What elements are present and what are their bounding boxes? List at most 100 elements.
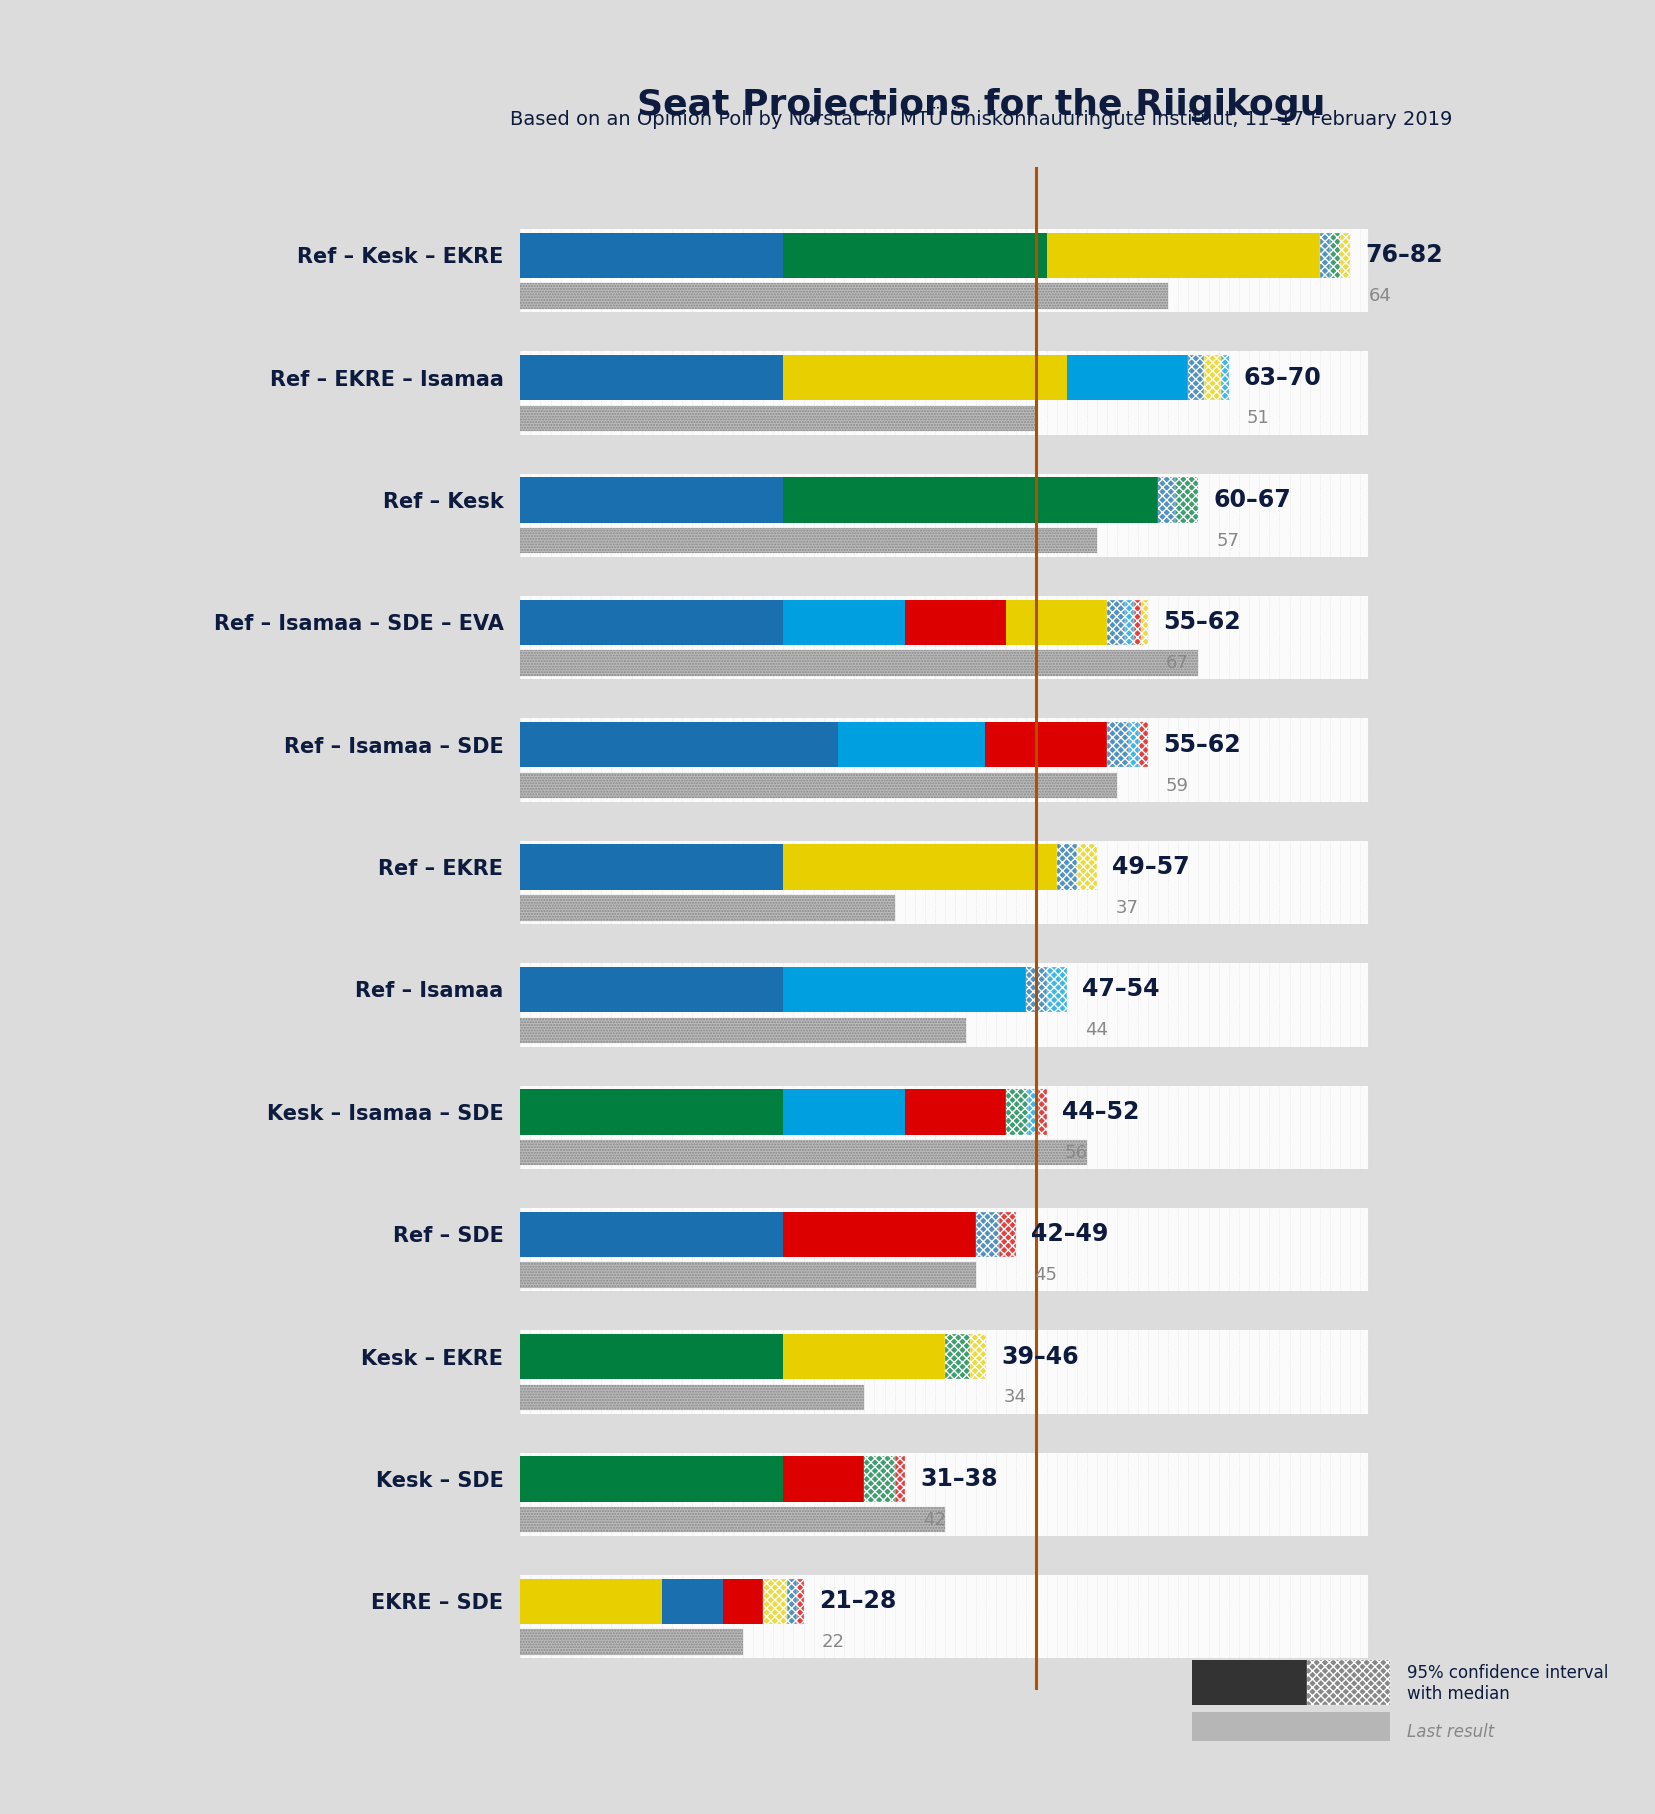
Bar (1140, 600, 1149, 646)
Bar (1056, 845, 1076, 891)
Bar (520, 718, 1367, 802)
Bar (1139, 722, 1149, 767)
Text: 64: 64 (1369, 287, 1392, 305)
Bar (1341, 232, 1350, 278)
Text: 76–82: 76–82 (1365, 243, 1443, 267)
Bar (796, 1578, 804, 1624)
Bar (520, 232, 783, 278)
Bar (520, 1330, 1367, 1413)
Bar (1048, 967, 1067, 1012)
Bar (520, 1629, 743, 1654)
Bar (1321, 232, 1331, 278)
Text: 21–28: 21–28 (819, 1589, 895, 1613)
Bar (1056, 845, 1076, 891)
Bar (1140, 600, 1149, 646)
Bar (520, 842, 1367, 923)
Bar (783, 600, 905, 646)
Text: 63–70: 63–70 (1245, 366, 1322, 390)
Bar (945, 1333, 970, 1379)
Bar (1125, 600, 1134, 646)
Bar (520, 473, 1367, 557)
Bar (723, 1578, 763, 1624)
Bar (520, 1333, 783, 1379)
Bar (520, 896, 895, 920)
Bar (520, 845, 783, 891)
Bar (783, 845, 1056, 891)
Text: 95% confidence interval
with median: 95% confidence interval with median (1407, 1663, 1609, 1703)
Bar (786, 1578, 796, 1624)
Bar (783, 356, 1067, 401)
Text: 44–52: 44–52 (1063, 1099, 1139, 1125)
Text: Based on an Opinion Poll by Norstat for MTÜ Ühiskonnauuringute Instituut, 11–17 : Based on an Opinion Poll by Norstat for … (510, 107, 1451, 129)
Bar (1221, 356, 1228, 401)
Text: 37: 37 (1115, 900, 1139, 916)
Bar (1205, 356, 1221, 401)
Bar (763, 1578, 786, 1624)
Bar (520, 1384, 864, 1409)
Bar (1046, 232, 1321, 278)
Text: 42–49: 42–49 (1031, 1223, 1109, 1246)
Bar (520, 528, 1097, 553)
Bar (520, 773, 1117, 798)
Text: 31–38: 31–38 (920, 1468, 998, 1491)
Bar (520, 600, 783, 646)
Bar (1129, 722, 1139, 767)
Bar (1139, 722, 1149, 767)
Text: 55–62: 55–62 (1163, 610, 1241, 635)
Bar (520, 1139, 1087, 1165)
Bar (1125, 600, 1134, 646)
Bar (837, 722, 985, 767)
Bar (520, 896, 895, 920)
Bar (1028, 1088, 1038, 1134)
Bar (520, 1384, 864, 1409)
Bar (970, 1333, 986, 1379)
Bar (520, 651, 1198, 677)
Text: 67: 67 (1167, 655, 1188, 673)
Bar (1341, 232, 1350, 278)
Text: 22: 22 (823, 1633, 844, 1651)
Bar (520, 1139, 1087, 1165)
Text: 42: 42 (923, 1511, 947, 1529)
Text: Last result: Last result (1407, 1723, 1494, 1741)
Bar (1221, 356, 1228, 401)
Bar (520, 1085, 1367, 1168)
Text: 34: 34 (1005, 1388, 1028, 1406)
Bar (1331, 232, 1341, 278)
Bar (520, 229, 1367, 312)
Bar (945, 1333, 970, 1379)
Bar (520, 1018, 965, 1043)
Bar (520, 597, 1367, 680)
Bar (985, 722, 1107, 767)
Bar (1188, 356, 1205, 401)
Text: 47–54: 47–54 (1082, 978, 1160, 1001)
Bar (1134, 600, 1140, 646)
Bar (976, 1212, 1000, 1257)
Text: 59: 59 (1167, 776, 1188, 795)
Bar (1026, 967, 1048, 1012)
Bar (1006, 1088, 1028, 1134)
Bar (662, 1578, 723, 1624)
Bar (1048, 967, 1067, 1012)
Text: 45: 45 (1034, 1266, 1058, 1284)
Bar (1107, 600, 1125, 646)
Bar (1331, 232, 1341, 278)
Bar (1000, 1212, 1016, 1257)
Bar (520, 352, 1367, 435)
Bar (1158, 477, 1175, 522)
Text: 57: 57 (1216, 532, 1240, 550)
Bar (520, 477, 783, 522)
Bar (520, 1507, 945, 1533)
Bar (520, 283, 1168, 308)
Bar (520, 967, 783, 1012)
Bar (1129, 722, 1139, 767)
Text: 56: 56 (1064, 1143, 1087, 1161)
Bar (1107, 722, 1129, 767)
Bar (520, 1629, 743, 1654)
Bar (783, 1088, 905, 1134)
Bar (1188, 356, 1205, 401)
Bar (783, 1212, 976, 1257)
Bar (1175, 477, 1198, 522)
Bar (763, 1578, 786, 1624)
Bar (1076, 845, 1097, 891)
Bar (796, 1578, 804, 1624)
